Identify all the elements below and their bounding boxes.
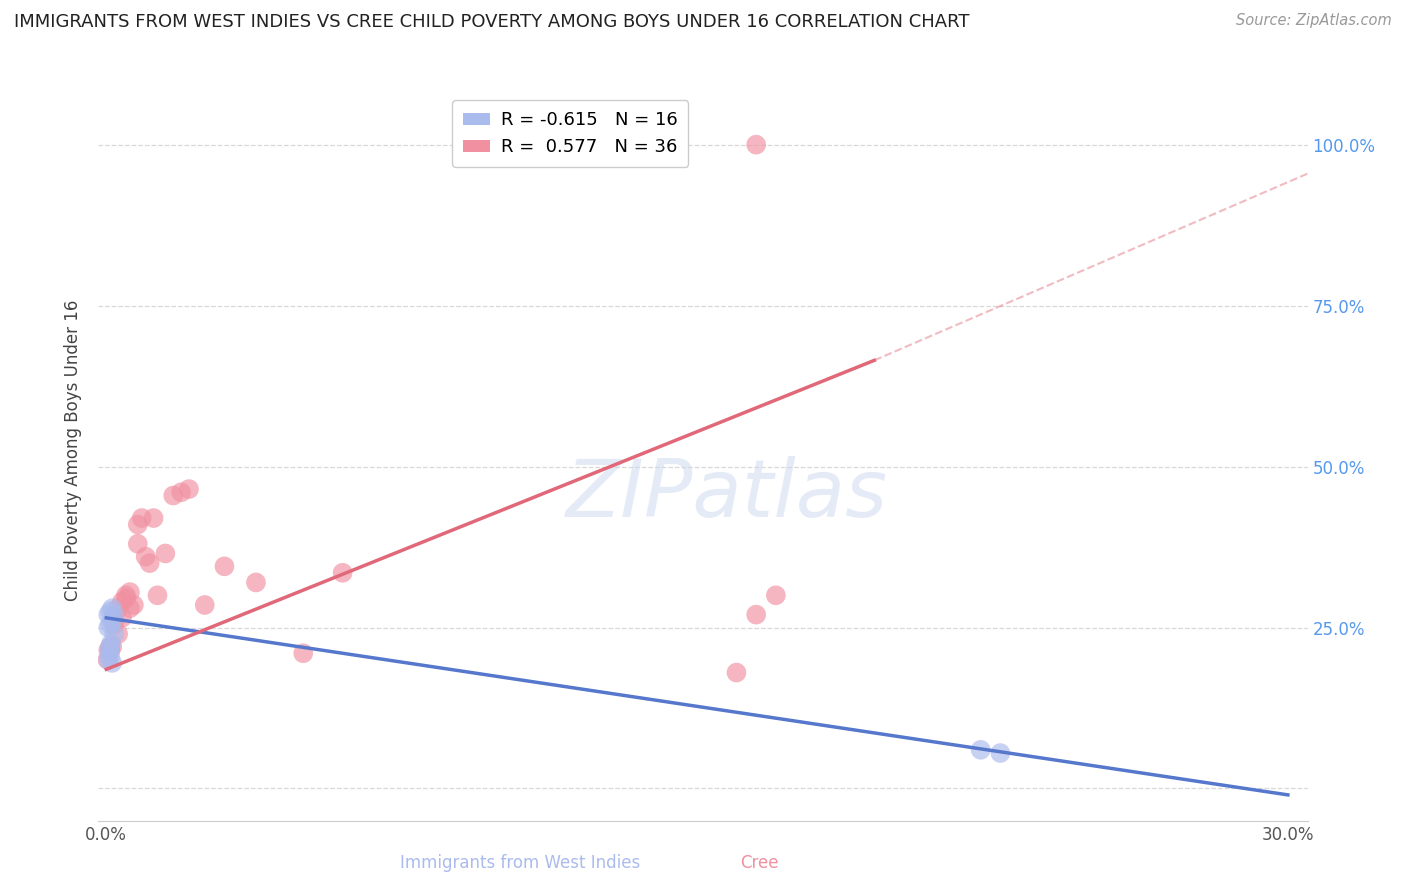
Point	[177, 482, 200, 496]
Point	[98, 617, 121, 632]
Point	[745, 607, 768, 622]
Text: Immigrants from West Indies: Immigrants from West Indies	[401, 855, 640, 872]
Point	[103, 617, 125, 632]
Point	[115, 591, 138, 606]
Point	[97, 643, 120, 657]
Point	[98, 640, 121, 654]
Point	[101, 614, 124, 628]
Point	[103, 611, 125, 625]
Text: Cree: Cree	[740, 855, 779, 872]
Point	[115, 588, 138, 602]
Point	[118, 601, 141, 615]
Point	[969, 743, 991, 757]
Point	[127, 537, 149, 551]
Point	[107, 601, 129, 615]
Point	[725, 665, 748, 680]
Point	[118, 585, 141, 599]
Point	[98, 604, 121, 618]
Point	[111, 611, 134, 625]
Legend: R = -0.615   N = 16, R =  0.577   N = 36: R = -0.615 N = 16, R = 0.577 N = 36	[453, 101, 689, 167]
Point	[245, 575, 267, 590]
Point	[194, 598, 217, 612]
Point	[96, 653, 118, 667]
Point	[97, 620, 120, 634]
Text: IMMIGRANTS FROM WEST INDIES VS CREE CHILD POVERTY AMONG BOYS UNDER 16 CORRELATIO: IMMIGRANTS FROM WEST INDIES VS CREE CHIL…	[14, 13, 970, 31]
Y-axis label: Child Poverty Among Boys Under 16: Child Poverty Among Boys Under 16	[65, 300, 83, 601]
Point	[135, 549, 157, 564]
Point	[138, 556, 160, 570]
Point	[146, 588, 169, 602]
Point	[765, 588, 787, 602]
Point	[332, 566, 354, 580]
Text: ZIPatlas: ZIPatlas	[567, 456, 889, 534]
Point	[131, 511, 153, 525]
Point	[101, 601, 124, 615]
Point	[170, 485, 193, 500]
Point	[155, 546, 177, 560]
Point	[292, 646, 315, 660]
Point	[988, 746, 1011, 760]
Point	[103, 627, 125, 641]
Point	[101, 656, 124, 670]
Point	[98, 640, 121, 654]
Text: Source: ZipAtlas.com: Source: ZipAtlas.com	[1236, 13, 1392, 29]
Point	[100, 637, 122, 651]
Point	[111, 595, 134, 609]
Point	[97, 607, 120, 622]
Point	[107, 627, 129, 641]
Point	[142, 511, 165, 525]
Point	[98, 649, 121, 664]
Point	[745, 137, 768, 152]
Point	[214, 559, 236, 574]
Point	[103, 607, 125, 622]
Point	[98, 643, 121, 657]
Point	[122, 598, 145, 612]
Point	[98, 643, 121, 657]
Point	[127, 517, 149, 532]
Point	[162, 489, 184, 503]
Point	[101, 640, 124, 654]
Point	[97, 653, 120, 667]
